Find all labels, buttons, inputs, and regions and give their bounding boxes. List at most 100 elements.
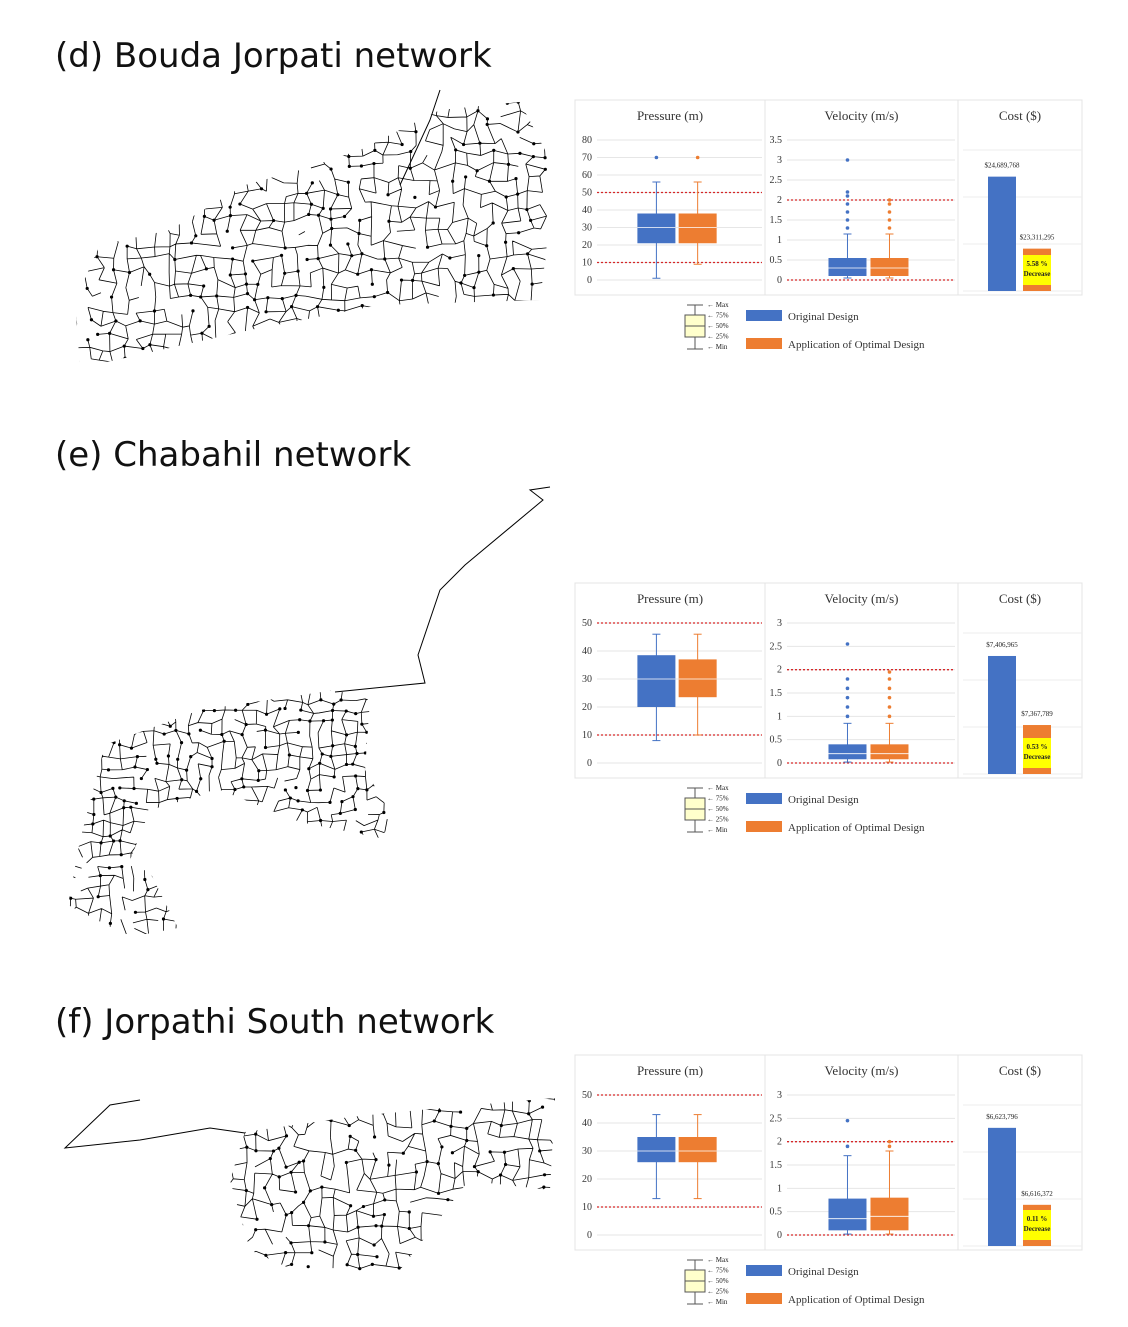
node <box>266 360 271 365</box>
node <box>316 213 321 217</box>
node <box>138 319 142 323</box>
node <box>283 855 288 859</box>
node <box>330 708 335 713</box>
y-tick-label: 10 <box>582 258 592 269</box>
node <box>309 202 313 206</box>
node <box>491 1216 495 1221</box>
node <box>476 109 480 113</box>
y-tick-label: 3 <box>777 1090 782 1101</box>
node <box>342 214 347 219</box>
node <box>257 130 262 134</box>
node <box>475 169 479 173</box>
node <box>331 872 335 876</box>
node <box>460 1265 465 1269</box>
node <box>75 272 79 276</box>
legend-swatch <box>746 1293 782 1304</box>
node <box>283 271 287 275</box>
y-tick-label: 0 <box>777 1230 782 1241</box>
legend-swatch <box>746 338 782 349</box>
node <box>223 697 227 701</box>
y-tick-label: 2.5 <box>770 175 783 186</box>
node <box>318 761 322 765</box>
node <box>414 1170 419 1174</box>
node <box>95 169 100 173</box>
y-tick-label: 30 <box>582 223 592 234</box>
node <box>408 166 412 170</box>
outlier <box>845 210 850 214</box>
node <box>202 798 206 802</box>
node <box>399 278 404 282</box>
node <box>422 344 427 348</box>
node <box>463 273 467 278</box>
node <box>488 305 492 309</box>
node <box>189 241 194 245</box>
outlier <box>654 155 659 160</box>
node <box>99 841 103 845</box>
node <box>480 338 484 342</box>
node <box>477 270 481 274</box>
node <box>354 712 358 716</box>
node <box>320 1185 324 1189</box>
node <box>388 785 392 789</box>
node <box>254 1149 258 1153</box>
node <box>449 1124 453 1128</box>
outlier <box>887 198 892 202</box>
node <box>341 885 345 889</box>
node <box>414 305 418 309</box>
node <box>240 777 244 781</box>
node <box>207 103 211 107</box>
node <box>65 686 68 689</box>
node <box>308 1189 312 1193</box>
node <box>517 1262 521 1266</box>
y-tick-label: 20 <box>582 1174 592 1185</box>
node <box>246 702 250 706</box>
node <box>111 268 116 272</box>
node <box>242 920 246 924</box>
node <box>308 904 313 909</box>
node <box>518 151 522 155</box>
node <box>531 349 535 353</box>
y-tick-label: 50 <box>582 1090 592 1101</box>
node <box>415 337 419 341</box>
node <box>86 338 90 342</box>
node <box>463 1222 467 1227</box>
node <box>465 1126 469 1130</box>
node <box>321 206 325 210</box>
node <box>255 1217 259 1221</box>
node <box>474 358 478 362</box>
node <box>353 744 357 748</box>
box-legend-label: ← 50% <box>707 1277 729 1285</box>
node <box>271 904 276 909</box>
node <box>307 126 312 130</box>
y-tick-label: 1.5 <box>770 1160 783 1171</box>
y-tick-label: 3 <box>777 155 782 166</box>
node <box>360 304 364 308</box>
node <box>360 897 364 901</box>
node <box>330 718 334 722</box>
node <box>290 1262 294 1267</box>
node <box>284 1165 288 1169</box>
box <box>678 659 717 698</box>
node <box>344 709 348 713</box>
box <box>870 1197 909 1231</box>
node <box>249 834 253 838</box>
node <box>108 331 112 335</box>
node <box>109 295 114 299</box>
node <box>329 217 333 221</box>
node <box>472 1191 476 1195</box>
node <box>283 706 287 711</box>
node <box>243 872 247 877</box>
node <box>114 319 118 323</box>
node <box>525 207 529 212</box>
node <box>552 1186 555 1190</box>
node <box>147 933 151 937</box>
node <box>148 272 152 276</box>
node <box>380 1224 384 1228</box>
node <box>300 808 304 812</box>
node <box>148 143 152 147</box>
node <box>324 142 328 146</box>
node <box>136 357 140 361</box>
node <box>526 338 530 342</box>
node <box>201 897 205 901</box>
node <box>323 1240 327 1244</box>
